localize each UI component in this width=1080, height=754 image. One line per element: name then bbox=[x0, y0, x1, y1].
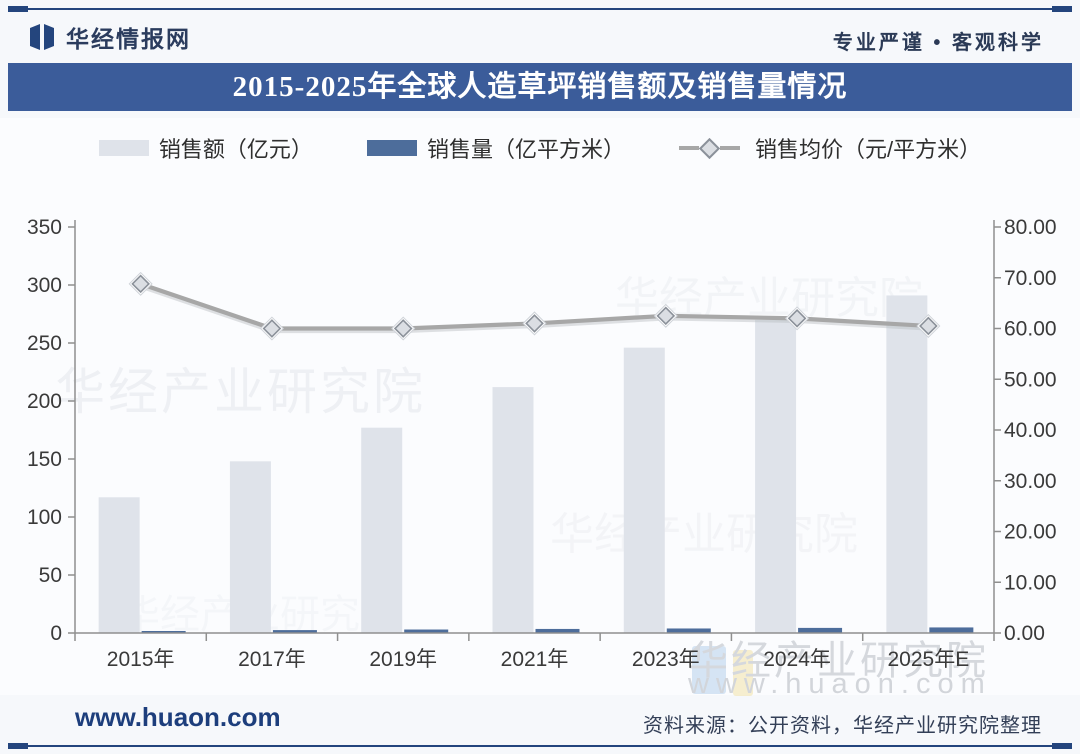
right-axis-label: 30.00 bbox=[1004, 470, 1057, 493]
bottom-rule-right-dash bbox=[1052, 743, 1072, 749]
legend-item-sales: 销售额（亿元） bbox=[98, 132, 313, 164]
price-marker-2023年 bbox=[656, 306, 676, 326]
bar-volume-2025年E bbox=[929, 627, 974, 633]
price-marker-2015年 bbox=[131, 274, 150, 294]
x-axis-label: 2025年E bbox=[887, 648, 969, 671]
bar-volume-2015年 bbox=[141, 631, 186, 633]
bar-volume-2024年 bbox=[798, 627, 843, 633]
price-marker-2019年 bbox=[393, 319, 413, 338]
bar-volume-2023年 bbox=[666, 628, 711, 633]
bar-sales-2025年E bbox=[886, 295, 928, 633]
legend: 销售额（亿元） 销售量（亿平方米） 销售均价（元/平方米） bbox=[0, 132, 1080, 164]
top-rule bbox=[8, 6, 1072, 12]
x-axis-label: 2019年 bbox=[369, 648, 437, 671]
right-axis-label: 80.00 bbox=[1004, 216, 1057, 239]
bar-volume-2017年 bbox=[272, 630, 317, 633]
price-marker-2021年 bbox=[525, 314, 544, 333]
right-axis-label: 70.00 bbox=[1004, 267, 1057, 290]
bottom-rule-left-dash bbox=[8, 743, 28, 749]
right-axis-label: 20.00 bbox=[1004, 521, 1057, 544]
legend-item-price: 销售均价（元/平方米） bbox=[678, 132, 982, 164]
price-marker-2025年E bbox=[919, 316, 938, 336]
bar-sales-2023年 bbox=[623, 347, 665, 633]
top-rule-left-dash bbox=[8, 6, 28, 12]
brand-logo-icon bbox=[28, 23, 56, 51]
legend-item-volume: 销售量（亿平方米） bbox=[366, 132, 625, 164]
left-axis-label: 50 bbox=[39, 564, 62, 587]
x-axis-label: 2024年 bbox=[763, 648, 831, 671]
legend-label-sales: 销售额（亿元） bbox=[158, 137, 313, 162]
right-axis-label: 0.00 bbox=[1004, 622, 1045, 645]
left-axis-label: 100 bbox=[27, 506, 62, 529]
top-rule-right-dash bbox=[1052, 6, 1072, 12]
right-axis-label: 50.00 bbox=[1004, 368, 1057, 391]
left-axis-label: 0 bbox=[50, 622, 62, 645]
left-axis-label: 350 bbox=[27, 216, 62, 239]
right-axis-label: 40.00 bbox=[1004, 419, 1057, 442]
price-line-marker-icon bbox=[678, 137, 745, 159]
bar-sales-2021年 bbox=[492, 387, 534, 633]
left-axis-label: 300 bbox=[27, 274, 62, 297]
x-axis-label: 2021年 bbox=[501, 648, 569, 671]
brand-name: 华经情报网 bbox=[66, 26, 191, 52]
legend-label-price: 销售均价（元/平方米） bbox=[754, 137, 982, 162]
right-axis-label: 60.00 bbox=[1004, 318, 1057, 341]
header-tagline: 专业严谨 • 客观科学 bbox=[832, 32, 1044, 54]
price-line-dash-icon bbox=[719, 146, 740, 150]
bottom-rule bbox=[8, 743, 1072, 749]
left-axis-label: 250 bbox=[27, 332, 62, 355]
price-line-dash-icon bbox=[678, 146, 699, 150]
price-marker-2024年 bbox=[787, 309, 807, 328]
bar-sales-2017年 bbox=[229, 461, 271, 633]
bar-sales-2019年 bbox=[361, 427, 403, 633]
bar-sales-2015年 bbox=[98, 497, 140, 633]
bar-volume-2019年 bbox=[404, 629, 449, 633]
chart-title-banner: 2015-2025年全球人造草坪销售额及销售量情况 bbox=[8, 63, 1072, 111]
bar-sales-2024年 bbox=[755, 319, 797, 633]
legend-label-volume: 销售量（亿平方米） bbox=[426, 137, 625, 162]
sales-swatch-icon bbox=[98, 140, 149, 156]
chart-title: 2015-2025年全球人造草坪销售额及销售量情况 bbox=[232, 71, 848, 103]
left-axis-label: 150 bbox=[27, 448, 62, 471]
right-axis-label: 10.00 bbox=[1004, 571, 1057, 594]
footer-source-note: 资料来源：公开资料，华经产业研究院整理 bbox=[643, 715, 1042, 737]
x-axis-label: 2023年 bbox=[632, 648, 700, 671]
x-axis-label: 2015年 bbox=[107, 648, 175, 671]
bar-volume-2021年 bbox=[535, 628, 580, 633]
x-axis-label: 2017年 bbox=[238, 648, 306, 671]
left-axis-label: 200 bbox=[27, 390, 62, 413]
volume-swatch-icon bbox=[366, 140, 417, 156]
brand[interactable]: 华经情报网 bbox=[28, 20, 191, 54]
footer-site-link[interactable]: www.huaon.com bbox=[75, 702, 281, 732]
price-marker-2017年 bbox=[262, 319, 282, 338]
